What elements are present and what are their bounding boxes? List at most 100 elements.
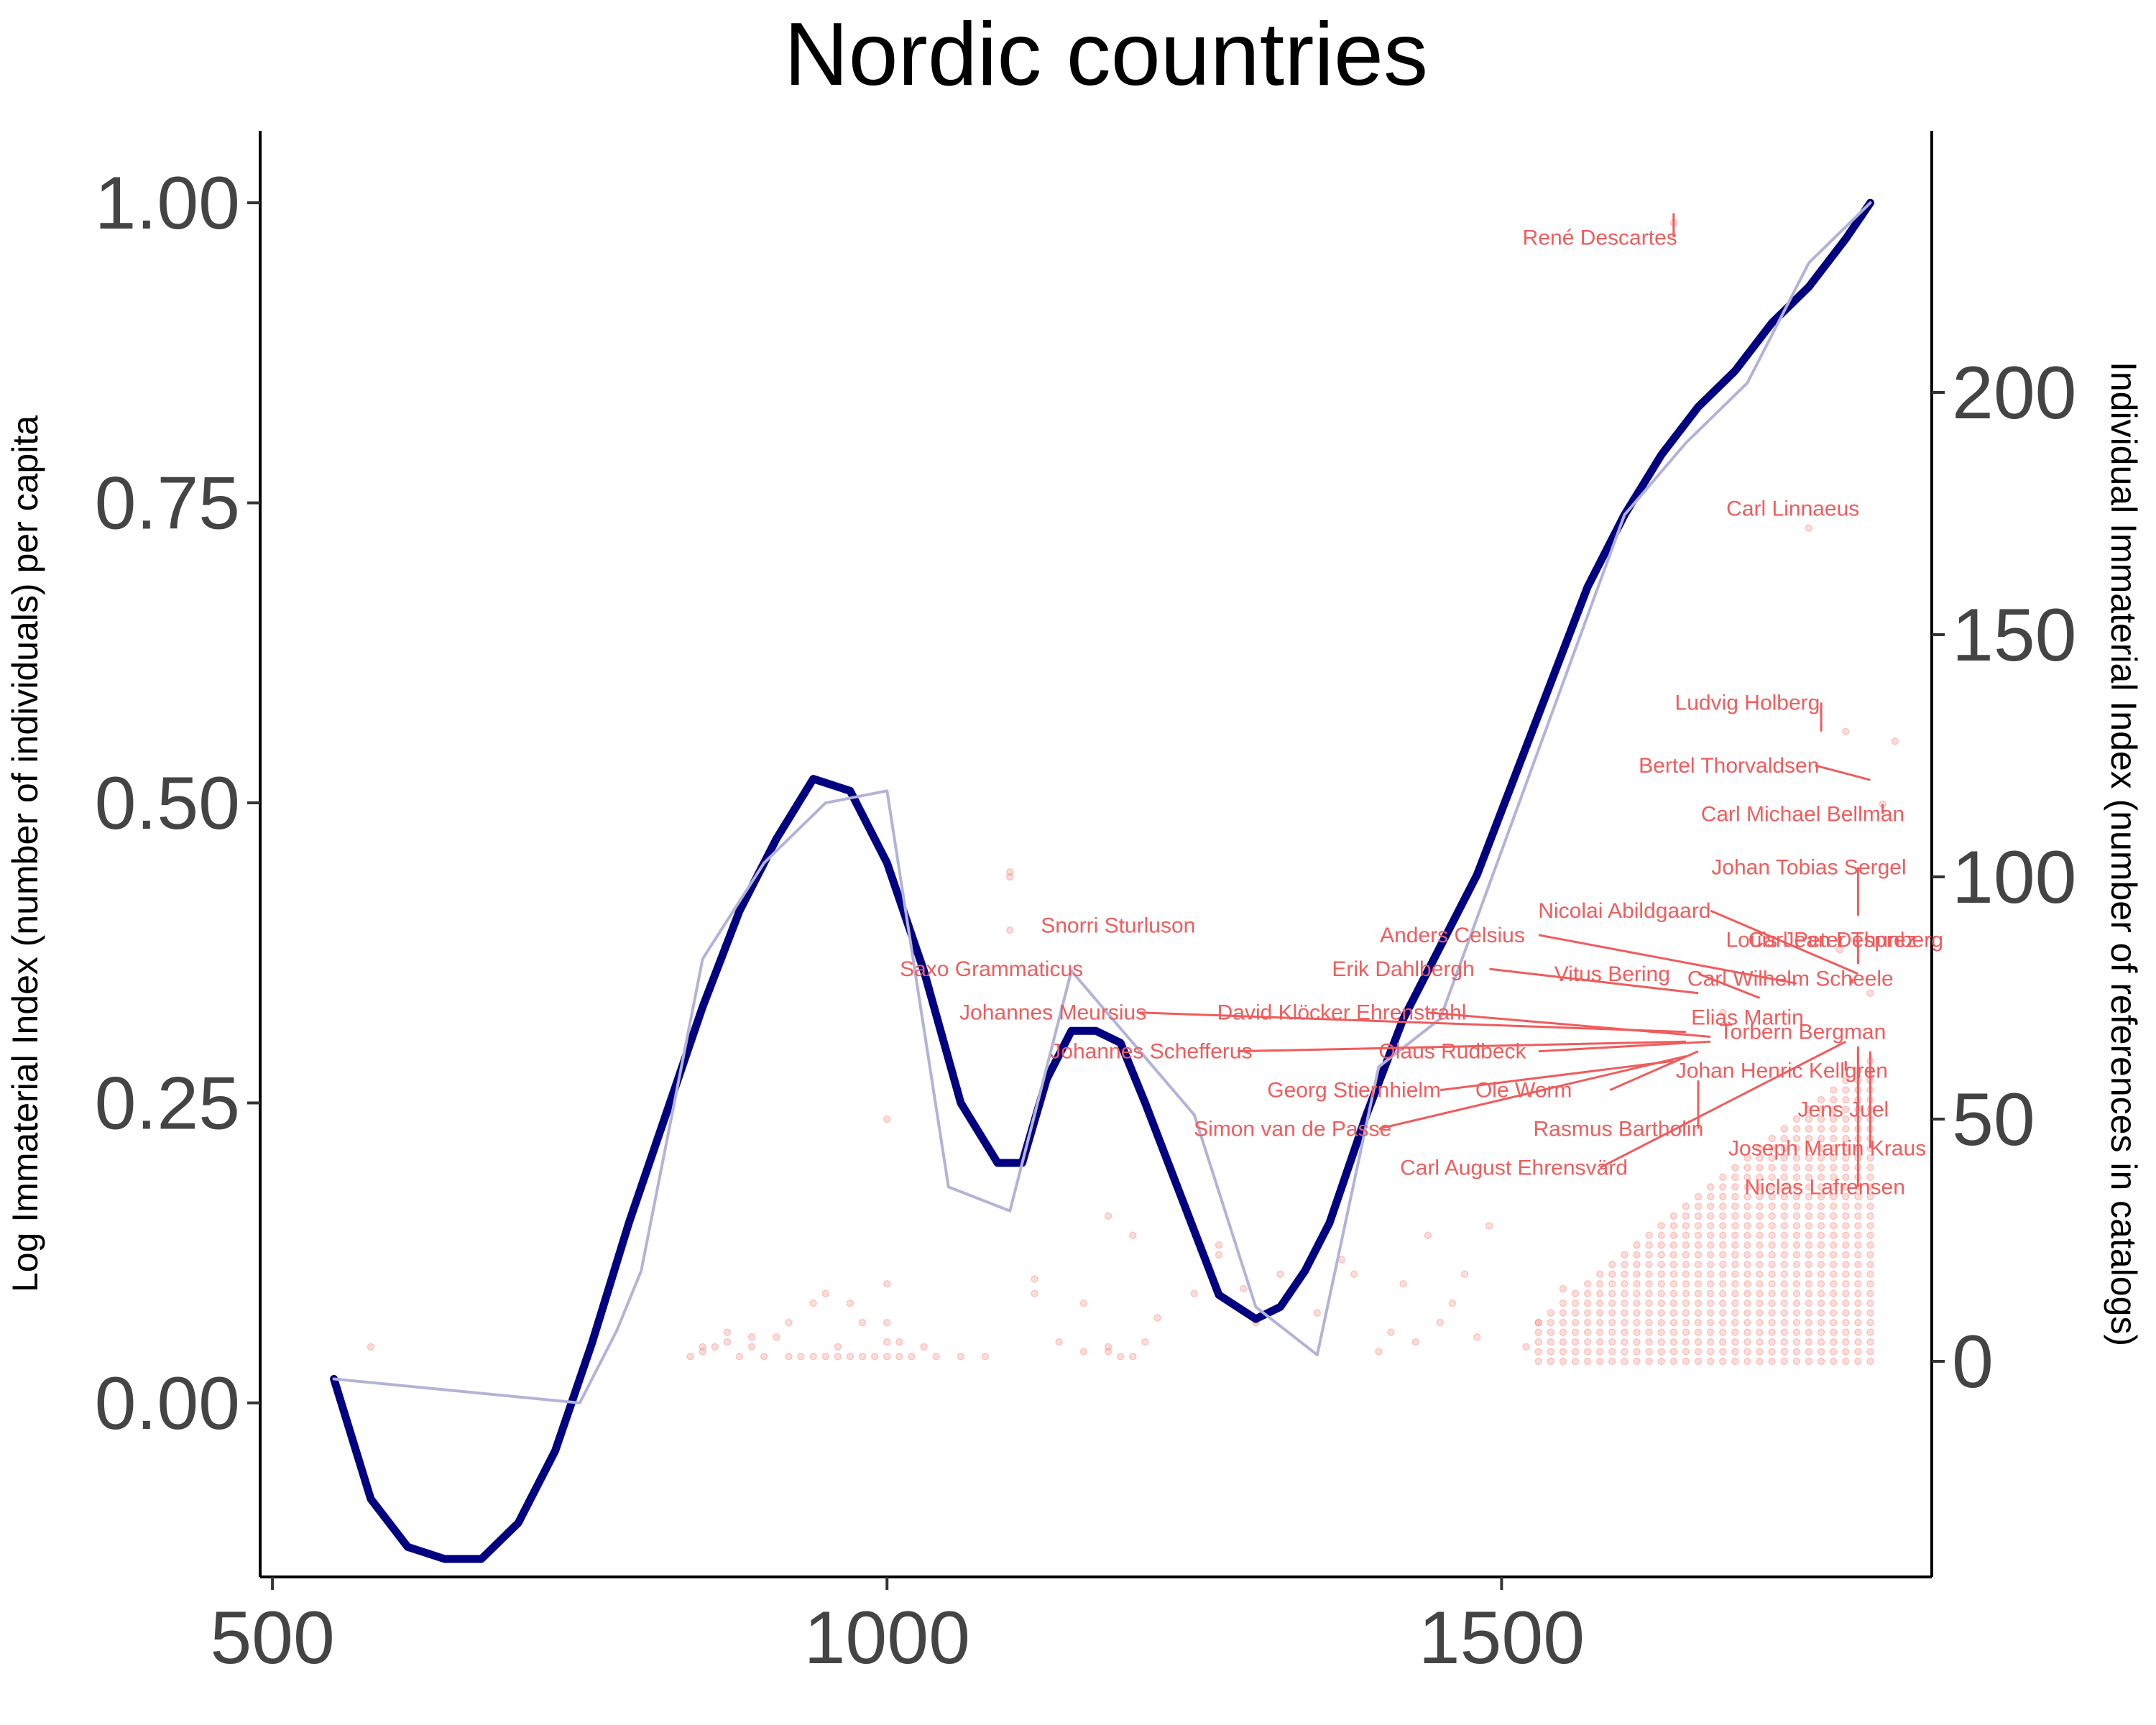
- annotations: René Descartes Carl Linnaeus Ludvig Holber…: [900, 213, 1943, 1199]
- scatter-point: [1731, 1192, 1739, 1201]
- annotation-label: Carl Michael Bellman: [1701, 802, 1904, 826]
- scatter-point: [785, 1353, 793, 1361]
- scatter-point: [1645, 1270, 1653, 1278]
- scatter-point: [1743, 1260, 1751, 1269]
- scatter-point: [1743, 1192, 1751, 1201]
- scatter-point: [1842, 1192, 1850, 1201]
- scatter-point: [1731, 1212, 1739, 1220]
- scatter-point: [1694, 1328, 1703, 1336]
- scatter-point: [1682, 1251, 1690, 1259]
- scatter-point: [809, 1299, 817, 1307]
- scatter-point: [908, 1353, 916, 1361]
- scatter-point: [1792, 1144, 1801, 1152]
- scatter-point: [1608, 1279, 1616, 1288]
- scatter-point: [1731, 1357, 1739, 1366]
- scatter-point: [1743, 1212, 1751, 1220]
- scatter-point: [1731, 1173, 1739, 1182]
- scatter-point: [1842, 1231, 1850, 1240]
- scatter-point: [1817, 1183, 1825, 1191]
- scatter-point: [1829, 1357, 1838, 1366]
- scatter-point: [1756, 1183, 1764, 1191]
- scatter-point: [1719, 1241, 1727, 1249]
- scatter-point: [1854, 1299, 1862, 1307]
- scatter-point: [1608, 1328, 1616, 1336]
- annotation-leader: [1599, 1040, 1846, 1169]
- scatter-point: [1866, 1183, 1874, 1191]
- scatter-point: [1792, 1348, 1801, 1356]
- scatter-point: [1854, 1328, 1862, 1336]
- scatter-point: [1694, 1279, 1703, 1288]
- scatter-point: [1829, 1348, 1838, 1356]
- scatter-point: [1337, 1256, 1346, 1264]
- scatter-point: [1829, 1086, 1838, 1094]
- scatter-point: [1817, 1115, 1825, 1123]
- scatter-point: [1633, 1260, 1641, 1269]
- scatter-point: [1719, 1270, 1727, 1278]
- annotation-label: Rasmus Bartholin: [1533, 1118, 1703, 1141]
- scatter-point: [1595, 1318, 1604, 1327]
- annotation-label: Simon van de Passe: [1194, 1118, 1391, 1141]
- scatter-point: [1387, 1328, 1395, 1336]
- scatter-point: [699, 1343, 706, 1351]
- scatter-point: [1768, 1318, 1776, 1327]
- scatter-point: [1805, 1212, 1813, 1220]
- scatter-point: [1842, 1154, 1850, 1162]
- scatter-point: [1866, 1212, 1874, 1220]
- scatter-point: [1842, 1289, 1850, 1297]
- scatter-point: [1682, 1318, 1690, 1327]
- scatter-point: [1669, 1328, 1678, 1336]
- scatter-point: [1608, 1348, 1616, 1356]
- scatter-point: [1608, 1299, 1616, 1307]
- scatter-point: [1375, 1348, 1383, 1356]
- scatter-point: [1608, 1318, 1616, 1327]
- annotation-label: Johannes Meursius: [959, 1001, 1146, 1025]
- scatter-point: [1669, 1279, 1678, 1288]
- scatter-point: [1719, 1348, 1727, 1356]
- annotation-leader: [1237, 1040, 1686, 1053]
- x-tick-label: 1500: [1419, 1596, 1585, 1680]
- scatter-point: [1657, 1289, 1665, 1297]
- scatter-point: [1829, 1212, 1838, 1220]
- scatter-point: [1829, 1115, 1838, 1123]
- scatter-point: [1829, 1318, 1838, 1327]
- scatter-point: [1436, 1318, 1445, 1327]
- scatter-point: [846, 1353, 854, 1361]
- scatter-point: [1780, 1338, 1789, 1346]
- scatter-point: [1694, 1270, 1703, 1278]
- scatter-point: [1645, 1357, 1653, 1366]
- scatter-point: [1719, 1318, 1727, 1327]
- scatter-point: [1215, 1251, 1223, 1259]
- scatter-point: [1817, 1212, 1825, 1220]
- scatter-point: [1756, 1212, 1764, 1220]
- y-tick-label: 0.00: [95, 1362, 240, 1445]
- scatter-point: [1719, 1222, 1727, 1230]
- scatter-point: [1866, 1192, 1874, 1201]
- scatter-point: [1559, 1357, 1567, 1366]
- scatter-point: [1534, 1318, 1542, 1327]
- scatter-point: [1079, 1299, 1088, 1307]
- scatter-point: [1829, 1134, 1838, 1143]
- scatter-point: [1854, 1348, 1862, 1356]
- scatter-point: [1792, 1202, 1801, 1210]
- scatter-point: [1756, 1348, 1764, 1356]
- annotation-leader: [1538, 934, 1797, 985]
- scatter-point: [1731, 1260, 1739, 1269]
- scatter-point: [1756, 1241, 1764, 1249]
- scatter-point: [1792, 1125, 1801, 1133]
- scatter-point: [1756, 1231, 1764, 1240]
- scatter-point: [1743, 1222, 1751, 1230]
- scatter-point: [1621, 1279, 1628, 1288]
- annotation-label: Georg Stiernhielm: [1267, 1079, 1441, 1103]
- scatter-point: [1805, 1134, 1813, 1143]
- scatter-point: [1817, 1251, 1825, 1259]
- scatter-point: [1719, 1008, 1727, 1016]
- scatter-point: [1657, 1231, 1665, 1240]
- scatter-point: [1706, 1241, 1715, 1249]
- scatter-point: [1842, 1173, 1850, 1182]
- annotation-label: Erik Dahlbergh: [1332, 957, 1474, 981]
- scatter-point: [1817, 1309, 1825, 1317]
- scatter-point: [1682, 1357, 1690, 1366]
- scatter-point: [1792, 1318, 1801, 1327]
- scatter-point: [1571, 1299, 1580, 1307]
- scatter-point: [1633, 1251, 1641, 1259]
